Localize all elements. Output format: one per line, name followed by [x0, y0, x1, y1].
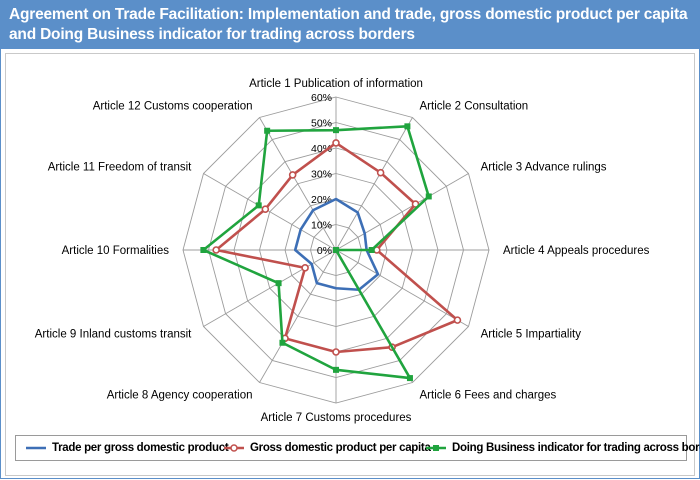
grid-spoke [203, 173, 337, 251]
data-point [332, 139, 340, 147]
chart-title-line-2: and Doing Business indicator for trading… [9, 26, 415, 43]
category-label: Article 3 Advance rulings [481, 162, 607, 174]
tick-label: 20% [311, 194, 332, 206]
tick-label: 40% [311, 143, 332, 155]
category-label: Article 10 Formalities [62, 245, 170, 257]
data-point [333, 366, 339, 373]
category-label: Article 5 Impartiality [481, 329, 582, 341]
tick-label: 30% [311, 169, 332, 181]
grid-spoke [335, 117, 413, 251]
grid-spoke [335, 173, 469, 251]
chart-panel [5, 53, 695, 476]
category-label: Article 9 Inland customs transit [35, 329, 192, 341]
data-point [212, 246, 220, 254]
category-label: Article 1 Publication of information [249, 78, 423, 90]
grid-spoke [335, 249, 469, 327]
data-point [425, 193, 432, 200]
legend-item-doing-business: Doing Business indicator for trading acr… [426, 436, 700, 460]
data-point [333, 127, 339, 134]
legend: Trade per gross domestic product Gross d… [15, 435, 700, 461]
category-label: Article 8 Agency cooperation [107, 390, 253, 402]
legend-circle-icon [224, 444, 244, 452]
data-point [333, 247, 339, 253]
data-point [261, 205, 270, 213]
legend-label: Doing Business indicator for trading acr… [452, 442, 700, 454]
data-point [264, 127, 271, 134]
tick-label: 10% [311, 220, 332, 232]
data-point [411, 200, 420, 208]
data-point [406, 375, 413, 382]
legend-item-gdp: Gross domestic product per capita [224, 436, 431, 460]
chart-title-line-1: Agreement on Trade Facilitation: Impleme… [9, 6, 688, 23]
legend-line-icon [26, 446, 46, 450]
chart-title: Agreement on Trade Facilitation: Impleme… [9, 5, 689, 45]
grid-spoke [259, 117, 337, 251]
title-bar: Agreement on Trade Facilitation: Impleme… [1, 1, 699, 49]
tick-label: 60% [311, 92, 332, 104]
tick-label: 50% [311, 118, 332, 130]
data-point [288, 171, 297, 179]
tick-label: 0% [317, 245, 332, 257]
category-label: Article 4 Appeals procedures [503, 245, 650, 257]
category-label: Article 11 Freedom of transit [48, 162, 192, 174]
data-point [279, 339, 286, 346]
data-point [275, 280, 282, 287]
grid-spoke [203, 249, 337, 327]
legend-square-icon [426, 445, 446, 451]
series-line [293, 197, 380, 292]
data-point [376, 168, 385, 177]
legend-item-trade: Trade per gross domestic product [26, 436, 229, 460]
data-point [301, 264, 309, 272]
data-point [453, 316, 462, 324]
category-label: Article 12 Customs cooperation [93, 100, 253, 112]
category-label: Article 7 Customs procedures [261, 412, 412, 424]
data-point [404, 123, 411, 130]
category-label: Article 6 Fees and charges [420, 390, 557, 402]
grid-spoke [259, 249, 337, 383]
legend-label: Trade per gross domestic product [52, 442, 229, 454]
category-label: Article 2 Consultation [420, 100, 529, 112]
data-point [332, 348, 340, 356]
data-point [255, 202, 262, 209]
data-point [368, 247, 375, 253]
data-point [200, 247, 207, 253]
legend-label: Gross domestic product per capita [250, 442, 431, 454]
